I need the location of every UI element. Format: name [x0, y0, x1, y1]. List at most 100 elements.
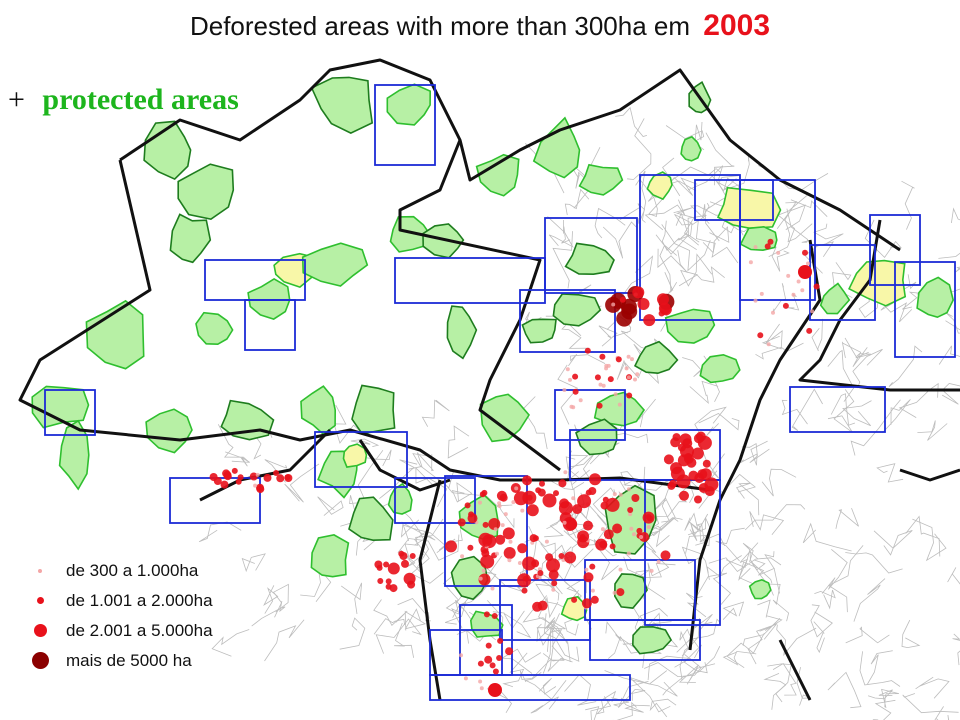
municipal-line [536, 613, 560, 646]
municipal-line [627, 118, 652, 180]
municipal-line [811, 318, 823, 352]
municipal-line [264, 459, 288, 483]
municipal-line [662, 646, 721, 696]
deforestation-point [599, 353, 606, 360]
legend-label-small: de 300 a 1.000ha [66, 561, 199, 580]
deforestation-point [800, 288, 805, 293]
deforestation-point [680, 444, 694, 459]
municipal-line [655, 517, 683, 548]
municipal-line [611, 680, 649, 707]
municipal-line [552, 231, 573, 289]
deforestation-point [231, 467, 238, 474]
deforestation-point [514, 486, 519, 491]
deforestation-point [542, 493, 557, 508]
deforestation-point [590, 595, 599, 604]
satellite-frame [244, 299, 296, 351]
municipal-line [676, 618, 721, 653]
deforestation-point [503, 547, 516, 559]
municipal-line [880, 274, 917, 311]
deforestation-point [757, 332, 764, 339]
protected-area [575, 418, 618, 456]
satellite-frame [429, 674, 631, 701]
deforestation-point [649, 568, 654, 573]
deforestation-point [526, 504, 539, 517]
deforestation-point [584, 347, 591, 354]
deforestation-point [491, 613, 498, 619]
protected-area [300, 385, 337, 436]
title-text: Deforested areas with more than 300ha em [189, 11, 691, 41]
state-border [899, 468, 960, 482]
municipal-line [852, 348, 883, 389]
protected-area [301, 242, 369, 287]
municipal-line [888, 345, 923, 388]
municipal-line [853, 578, 886, 622]
deforestation-point [609, 543, 616, 550]
deforestation-point [626, 392, 633, 399]
municipal-line [744, 504, 806, 531]
deforestation-point [255, 472, 260, 477]
deforestation-point [767, 238, 774, 245]
state-borders [18, 58, 960, 701]
deforestation-point [548, 569, 559, 580]
deforestation-point [626, 375, 631, 380]
municipal-line [263, 585, 279, 614]
deforestation-point [537, 570, 544, 576]
deforestation-point [590, 588, 595, 593]
legend-label-xlarge: mais de 5000 ha [66, 651, 192, 670]
deforestation-point [806, 327, 813, 334]
protected-area [633, 340, 679, 375]
legend-item-large: de 2.001 a 5.000ha [26, 616, 286, 646]
deforestation-point [445, 540, 457, 553]
deforestation-point [488, 683, 502, 697]
municipal-line [602, 221, 638, 259]
municipal-line [543, 613, 580, 662]
legend-label-large: de 2.001 a 5.000ha [66, 621, 213, 640]
deforestation-point [553, 490, 559, 497]
deforestation-point [457, 518, 466, 527]
deforestation-point [562, 517, 577, 531]
municipal-line [642, 550, 670, 600]
satellite-frame [394, 257, 546, 304]
deforestation-point [488, 518, 501, 530]
municipal-line [845, 626, 890, 644]
satellite-frame [169, 477, 261, 524]
municipal-line [867, 650, 893, 685]
municipal-line [655, 215, 707, 255]
municipal-line [947, 567, 960, 585]
deforestation-point [618, 567, 623, 572]
deforestation-point [620, 298, 637, 315]
deforestation-point [477, 660, 484, 667]
deforestation-point [636, 527, 643, 534]
municipal-line [659, 244, 678, 294]
deforestation-point [628, 512, 633, 517]
municipal-line [410, 530, 444, 584]
deforestation-point [611, 302, 616, 307]
deforestation-point [631, 494, 640, 502]
satellite-frame [554, 389, 626, 441]
legend-dot-xlarge [32, 652, 49, 669]
municipal-line [272, 583, 289, 618]
municipal-line [561, 309, 590, 349]
deforestation-point [493, 527, 498, 532]
title-year: 2003 [703, 9, 771, 42]
deforestation-point [583, 520, 593, 531]
deforestation-point [670, 437, 681, 448]
deforestation-point [639, 532, 650, 542]
protected-area [348, 496, 394, 542]
deforestation-point [481, 549, 490, 558]
municipal-line [404, 608, 427, 631]
deforestation-point [511, 500, 516, 505]
municipal-line [568, 353, 606, 367]
municipal-line [317, 496, 344, 516]
deforestation-point [668, 479, 677, 488]
satellite-frame [44, 389, 96, 436]
municipal-line [715, 527, 745, 562]
municipal-line [850, 399, 901, 456]
deforestation-point [551, 587, 556, 592]
deforestation-point [759, 291, 764, 296]
municipal-line [394, 622, 414, 658]
deforestation-point [532, 601, 543, 612]
deforestation-point [626, 354, 631, 359]
deforestation-point [220, 480, 229, 489]
municipal-line [739, 440, 768, 466]
